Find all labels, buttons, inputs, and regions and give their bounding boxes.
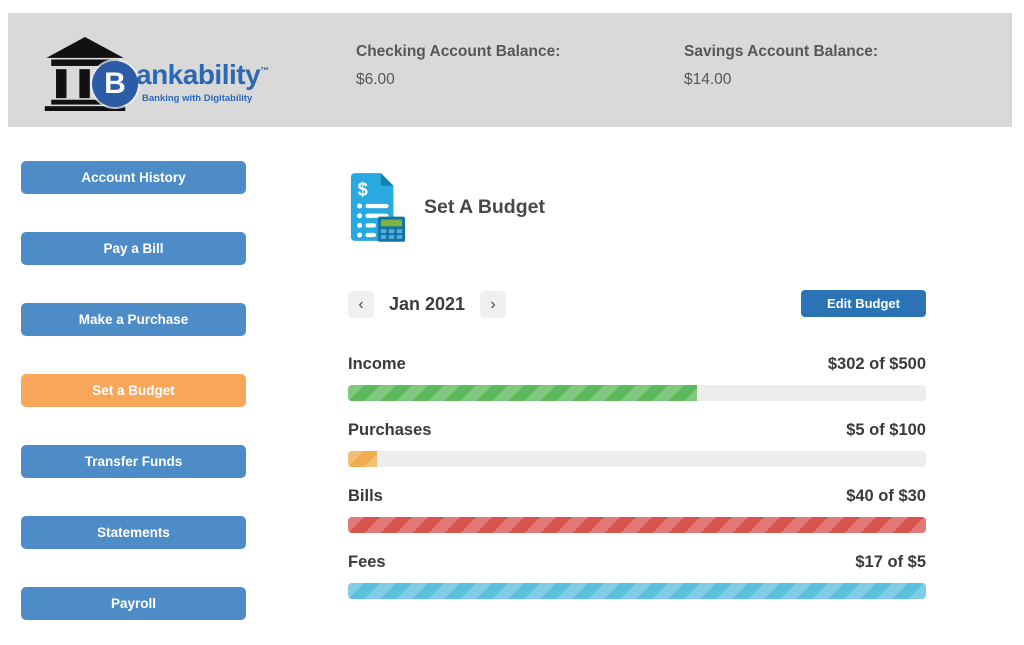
sidebar-item-label: Payroll [110, 596, 157, 611]
header-bar: B ankability™ Banking with Digitability … [8, 13, 1012, 127]
budget-progress-track [348, 517, 926, 533]
sidebar-item-label: Account History [81, 170, 186, 185]
sidebar-item-account-history[interactable]: Account History [21, 161, 246, 194]
page-title: Set A Budget [424, 195, 545, 218]
brand-tagline: Banking with Digitability [142, 93, 253, 104]
budget-row: Purchases $5 of $100 [348, 421, 926, 467]
sidebar-item-label: Pay a Bill [103, 241, 164, 256]
budget-value-label: $5 of $100 [846, 421, 926, 439]
budget-progress-track [348, 451, 926, 467]
edit-budget-button[interactable]: Edit Budget [801, 290, 926, 317]
checking-balance-label: Checking Account Balance: [356, 43, 561, 60]
savings-balance: Savings Account Balance: $14.00 [684, 43, 878, 89]
title-row: $ Set A Budget [348, 172, 545, 242]
chevron-left-icon: ‹ [358, 295, 364, 313]
bankability-logo: B ankability™ Banking with Digitability [36, 35, 286, 119]
sidebar-item-statements[interactable]: Statements [21, 516, 246, 549]
savings-balance-label: Savings Account Balance: [684, 43, 879, 60]
savings-balance-value: $14.00 [684, 71, 732, 88]
sidebar-item-set-a-budget[interactable]: Set a Budget [21, 374, 246, 407]
sidebar-item-pay-a-bill[interactable]: Pay a Bill [21, 232, 246, 265]
logo-coin-letter: B [104, 67, 126, 100]
trademark-symbol: ™ [260, 65, 269, 76]
budget-progress-track [348, 385, 926, 401]
sidebar-item-label: Make a Purchase [78, 312, 189, 327]
budget-progress-fill [348, 451, 377, 467]
brand-name: ankability™ [136, 59, 269, 90]
sidebar-item-label: Transfer Funds [84, 454, 183, 469]
sidebar-item-label: Statements [97, 525, 170, 540]
budget-progress-fill [348, 385, 698, 401]
budget-category-label: Income [348, 355, 406, 373]
svg-text:$: $ [358, 178, 368, 199]
month-next-button[interactable]: › [480, 290, 507, 318]
chevron-right-icon: › [490, 295, 496, 313]
budget-progress-fill [348, 517, 926, 533]
budget-value-label: $302 of $500 [827, 355, 926, 373]
budget-category-label: Fees [348, 553, 386, 571]
sidebar-item-payroll[interactable]: Payroll [21, 587, 246, 620]
sidebar-item-make-a-purchase[interactable]: Make a Purchase [21, 303, 246, 336]
budget-progress-fill [348, 583, 926, 599]
month-prev-button[interactable]: ‹ [348, 290, 374, 318]
budget-category-label: Purchases [348, 421, 432, 439]
budget-list: Income $302 of $500 Purchases $5 of $100 [348, 355, 926, 619]
checking-balance: Checking Account Balance: $6.00 [356, 43, 560, 89]
budget-row: Income $302 of $500 [348, 355, 926, 401]
budget-category-label: Bills [348, 487, 383, 505]
budget-row: Fees $17 of $5 [348, 553, 926, 599]
budget-value-label: $40 of $30 [846, 487, 926, 505]
logo-coin-b: B [92, 61, 138, 107]
budget-document-calculator-icon: $ [350, 173, 406, 242]
checking-balance-value: $6.00 [356, 71, 395, 88]
budget-value-label: $17 of $5 [855, 553, 926, 571]
month-label: Jan 2021 [389, 293, 466, 314]
budget-row: Bills $40 of $30 [348, 487, 926, 533]
month-navigation: ‹ Jan 2021 › Edit Budget [348, 290, 926, 318]
sidebar-item-transfer-funds[interactable]: Transfer Funds [21, 445, 246, 478]
sidebar-item-label: Set a Budget [92, 383, 175, 398]
budget-progress-track [348, 583, 926, 599]
